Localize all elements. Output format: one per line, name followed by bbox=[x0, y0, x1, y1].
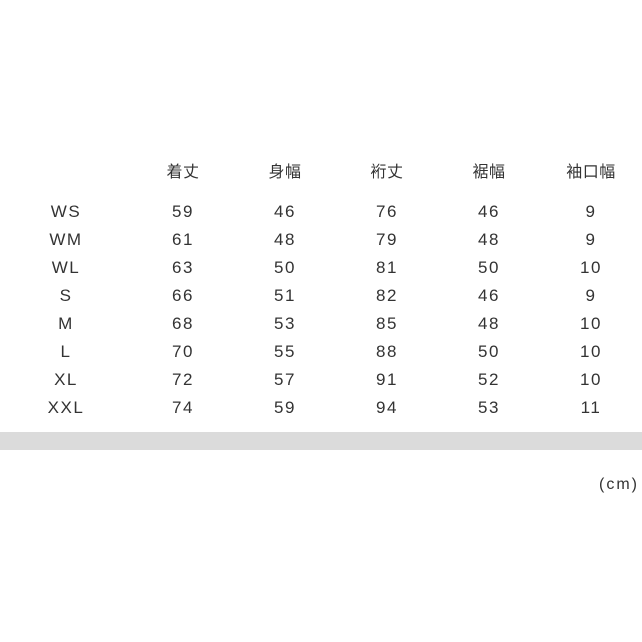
measurement-value: 50 bbox=[478, 258, 500, 277]
table-header-row: 着丈 身幅 裄丈 裾幅 袖口幅 bbox=[0, 156, 642, 184]
measurement-value: 50 bbox=[274, 258, 296, 277]
size-label: XXL bbox=[47, 398, 85, 417]
table-row: WL 63 50 81 50 10 bbox=[0, 254, 642, 282]
column-header-cuff-width: 袖口幅 bbox=[566, 164, 616, 181]
measurement-value: 9 bbox=[585, 202, 597, 221]
size-label: WS bbox=[50, 202, 82, 221]
measurement-value: 53 bbox=[478, 398, 500, 417]
measurement-value: 10 bbox=[580, 258, 602, 277]
measurement-value: 57 bbox=[274, 370, 296, 389]
table-row: XXL 74 59 94 53 11 bbox=[0, 394, 642, 422]
measurement-value: 66 bbox=[172, 286, 194, 305]
measurement-value: 94 bbox=[376, 398, 398, 417]
column-header-hem-width: 裾幅 bbox=[472, 164, 506, 181]
size-label: XL bbox=[54, 370, 78, 389]
measurement-value: 81 bbox=[376, 258, 398, 277]
measurement-value: 74 bbox=[172, 398, 194, 417]
size-label: M bbox=[58, 314, 74, 333]
size-label: S bbox=[59, 286, 73, 305]
measurement-value: 10 bbox=[580, 314, 602, 333]
measurement-value: 68 bbox=[172, 314, 194, 333]
measurement-value: 85 bbox=[376, 314, 398, 333]
table-row: WM 61 48 79 48 9 bbox=[0, 226, 642, 254]
measurement-value: 48 bbox=[274, 230, 296, 249]
measurement-value: 9 bbox=[585, 230, 597, 249]
column-header-length: 着丈 bbox=[166, 164, 200, 181]
measurement-value: 76 bbox=[376, 202, 398, 221]
measurement-value: 79 bbox=[376, 230, 398, 249]
measurement-value: 10 bbox=[580, 370, 602, 389]
size-label: L bbox=[60, 342, 72, 361]
measurement-value: 61 bbox=[172, 230, 194, 249]
measurement-value: 9 bbox=[585, 286, 597, 305]
measurement-value: 63 bbox=[172, 258, 194, 277]
column-header-body-width: 身幅 bbox=[268, 164, 302, 181]
measurement-value: 48 bbox=[478, 230, 500, 249]
measurement-value: 48 bbox=[478, 314, 500, 333]
measurement-value: 88 bbox=[376, 342, 398, 361]
measurement-value: 59 bbox=[274, 398, 296, 417]
measurement-value: 82 bbox=[376, 286, 398, 305]
measurement-value: 50 bbox=[478, 342, 500, 361]
unit-label-cm: (cm) bbox=[599, 476, 639, 493]
measurement-value: 10 bbox=[580, 342, 602, 361]
measurement-value: 11 bbox=[580, 398, 602, 417]
measurement-value: 46 bbox=[274, 202, 296, 221]
size-label: WM bbox=[49, 230, 83, 249]
table-row: S 66 51 82 46 9 bbox=[0, 282, 642, 310]
column-header-sleeve-length: 裄丈 bbox=[370, 164, 404, 181]
measurement-value: 46 bbox=[478, 202, 500, 221]
table-row: L 70 55 88 50 10 bbox=[0, 338, 642, 366]
measurement-value: 91 bbox=[376, 370, 398, 389]
table-row: M 68 53 85 48 10 bbox=[0, 310, 642, 338]
measurement-value: 59 bbox=[172, 202, 194, 221]
size-label: WL bbox=[51, 258, 81, 277]
table-row: XL 72 57 91 52 10 bbox=[0, 366, 642, 394]
measurement-value: 72 bbox=[172, 370, 194, 389]
table-row: WS 59 46 76 46 9 bbox=[0, 198, 642, 226]
measurement-value: 53 bbox=[274, 314, 296, 333]
size-chart-table: 着丈 身幅 裄丈 裾幅 袖口幅 WS 59 46 76 46 9 WM 61 4… bbox=[0, 156, 642, 422]
section-divider-bar bbox=[0, 432, 642, 450]
measurement-value: 52 bbox=[478, 370, 500, 389]
measurement-value: 70 bbox=[172, 342, 194, 361]
measurement-value: 55 bbox=[274, 342, 296, 361]
measurement-value: 46 bbox=[478, 286, 500, 305]
measurement-value: 51 bbox=[274, 286, 296, 305]
